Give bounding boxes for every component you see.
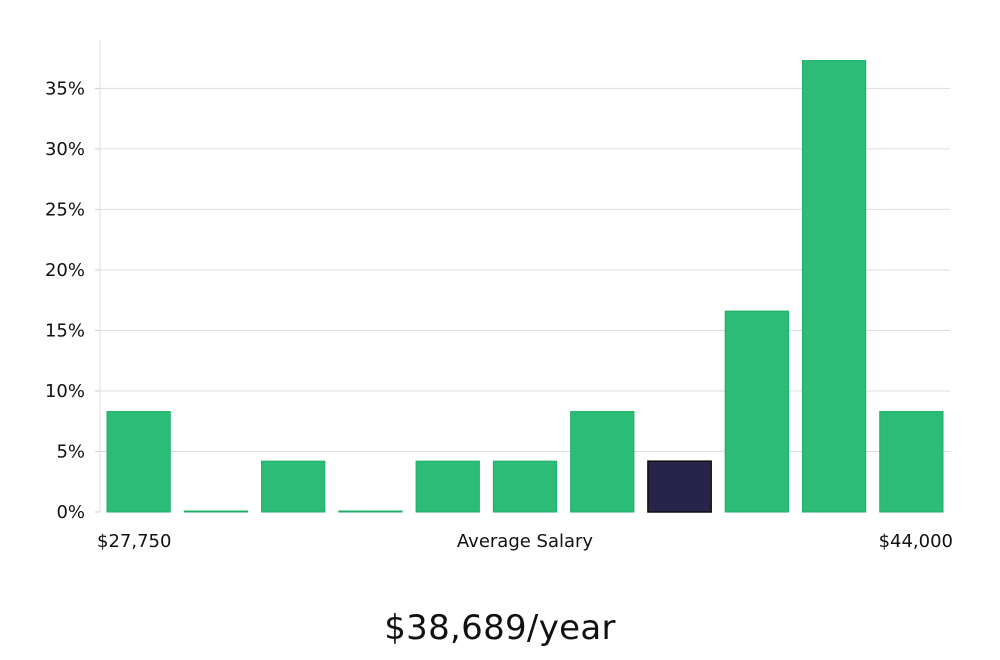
bar xyxy=(338,510,403,513)
bar xyxy=(492,460,558,513)
bar xyxy=(801,60,867,513)
average-salary-value: $38,689/year xyxy=(384,608,616,648)
x-axis-title: Average Salary xyxy=(457,531,594,552)
bar xyxy=(879,411,944,513)
bar xyxy=(570,411,635,513)
axes: 0% 5% 10% 15% 20% 25% 30% 35% xyxy=(45,40,101,523)
bar xyxy=(183,510,249,513)
y-tick-label: 30% xyxy=(45,139,85,160)
bar xyxy=(415,460,480,513)
y-tick-label: 20% xyxy=(45,260,85,281)
bar xyxy=(724,310,789,513)
y-tick-label: 15% xyxy=(45,320,85,341)
y-tick-label: 0% xyxy=(56,502,85,523)
grid-lines xyxy=(100,87,950,452)
x-max-label: $44,000 xyxy=(879,531,953,552)
salary-histogram: 0% 5% 10% 15% 20% 25% 30% 35% $27,750 Average S… xyxy=(45,40,953,552)
x-min-label: $27,750 xyxy=(97,531,171,552)
bar xyxy=(106,411,171,513)
y-tick-label: 25% xyxy=(45,199,85,220)
y-tick-label: 35% xyxy=(45,78,85,99)
bar-highlighted xyxy=(647,460,712,513)
bar xyxy=(261,460,326,513)
y-tick-label: 10% xyxy=(45,381,85,402)
y-tick-label: 5% xyxy=(56,441,85,462)
bars xyxy=(106,60,944,513)
